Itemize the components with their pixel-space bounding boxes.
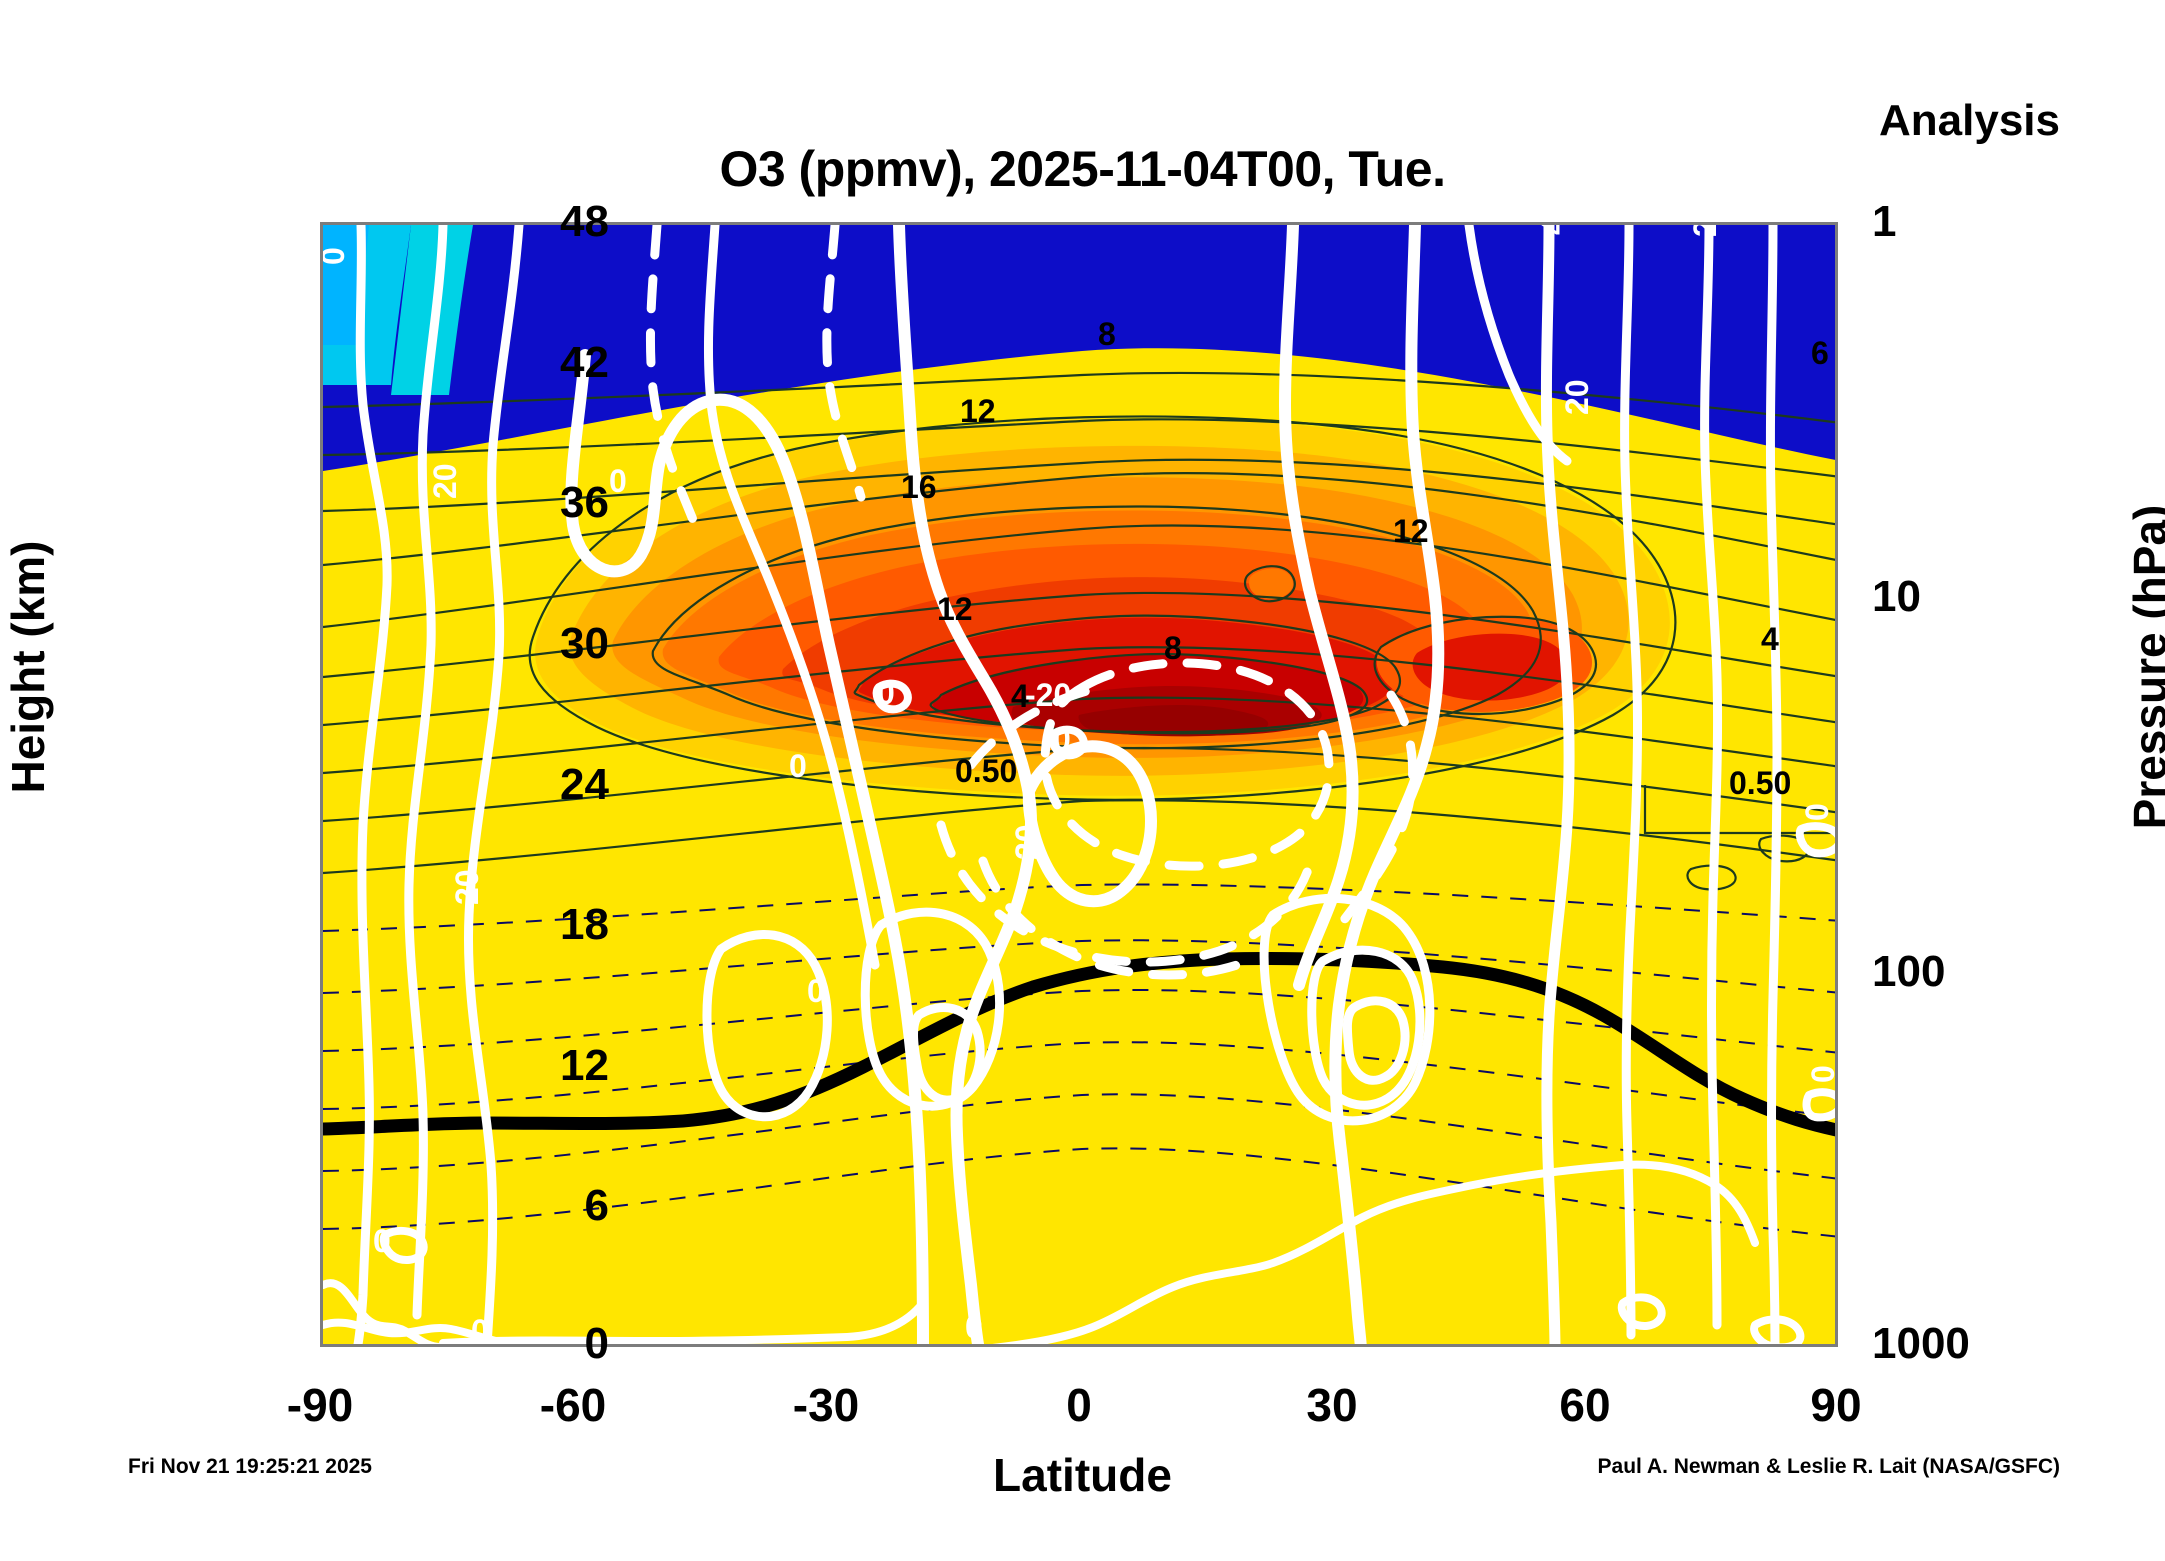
ytick-34 bbox=[320, 553, 323, 556]
ylabel-12: 12 bbox=[560, 1041, 609, 1090]
ylabel-30: 30 bbox=[560, 619, 609, 668]
ytick-36 bbox=[320, 506, 323, 509]
ytick-30 bbox=[320, 647, 323, 650]
rlabel-1000: 1000 bbox=[1872, 1319, 1970, 1368]
ytick-6 bbox=[320, 1209, 323, 1212]
ytick-28 bbox=[320, 694, 323, 697]
ylabel-24: 24 bbox=[560, 760, 609, 809]
ytick-16 bbox=[320, 975, 323, 978]
ytick-14 bbox=[320, 1022, 323, 1025]
plot-canvas: 8 8 8 12 16 12 12 8 4 4 0.50 0.50 6 40 2… bbox=[323, 225, 1835, 1344]
ytick-26 bbox=[320, 741, 323, 744]
ylabel-36: 36 bbox=[560, 478, 609, 527]
ytick-10 bbox=[320, 1116, 323, 1119]
contour-plot-svg bbox=[323, 225, 1835, 1344]
ylabel-48: 48 bbox=[560, 197, 609, 246]
ytick-44 bbox=[320, 319, 323, 322]
xlabel-60: 60 bbox=[1559, 1379, 1611, 1431]
ytick-46 bbox=[320, 272, 323, 275]
analysis-label: Analysis bbox=[1879, 96, 2060, 145]
ylabel-6: 6 bbox=[584, 1181, 609, 1230]
timestamp-label: Fri Nov 21 19:25:21 2025 bbox=[128, 1455, 372, 1478]
ylabel-18: 18 bbox=[560, 900, 609, 949]
xlabel-0: 0 bbox=[1066, 1379, 1092, 1431]
ytick-4 bbox=[320, 1256, 323, 1259]
xlabel-m30: -30 bbox=[792, 1379, 860, 1431]
ytick-42 bbox=[320, 366, 323, 369]
xlabel-30: 30 bbox=[1306, 1379, 1358, 1431]
xlabel-m90: -90 bbox=[286, 1379, 354, 1431]
ytick-40 bbox=[320, 413, 323, 416]
ytick-22 bbox=[320, 834, 323, 837]
ytick-8 bbox=[320, 1163, 323, 1166]
r-axis-title: Pressure (hPa) bbox=[2124, 504, 2165, 830]
ytick-18 bbox=[320, 928, 323, 931]
rlabel-100: 100 bbox=[1872, 947, 1946, 996]
y-axis-title: Height (km) bbox=[2, 540, 54, 794]
ytick-24 bbox=[320, 788, 323, 791]
ylabel-0: 0 bbox=[584, 1319, 609, 1368]
ytick-2 bbox=[320, 1303, 323, 1306]
x-axis-title: Latitude bbox=[993, 1449, 1172, 1501]
page-title: O3 (ppmv), 2025-11-04T00, Tue. bbox=[719, 141, 1446, 197]
rlabel-10: 10 bbox=[1872, 572, 1921, 621]
rlabel-1: 1 bbox=[1872, 197, 1897, 246]
ylabel-42: 42 bbox=[560, 338, 609, 387]
ytick-12 bbox=[320, 1069, 323, 1072]
ytick-38 bbox=[320, 459, 323, 462]
ytick-20 bbox=[320, 881, 323, 884]
xlabel-90: 90 bbox=[1810, 1379, 1862, 1431]
ytick-48 bbox=[320, 225, 323, 228]
plot-area[interactable]: 8 8 8 12 16 12 12 8 4 4 0.50 0.50 6 40 2… bbox=[320, 222, 1838, 1347]
ytick-32 bbox=[320, 600, 323, 603]
xlabel-m60: -60 bbox=[539, 1379, 607, 1431]
credit-label: Paul A. Newman & Leslie R. Lait (NASA/GS… bbox=[1597, 1455, 2060, 1478]
